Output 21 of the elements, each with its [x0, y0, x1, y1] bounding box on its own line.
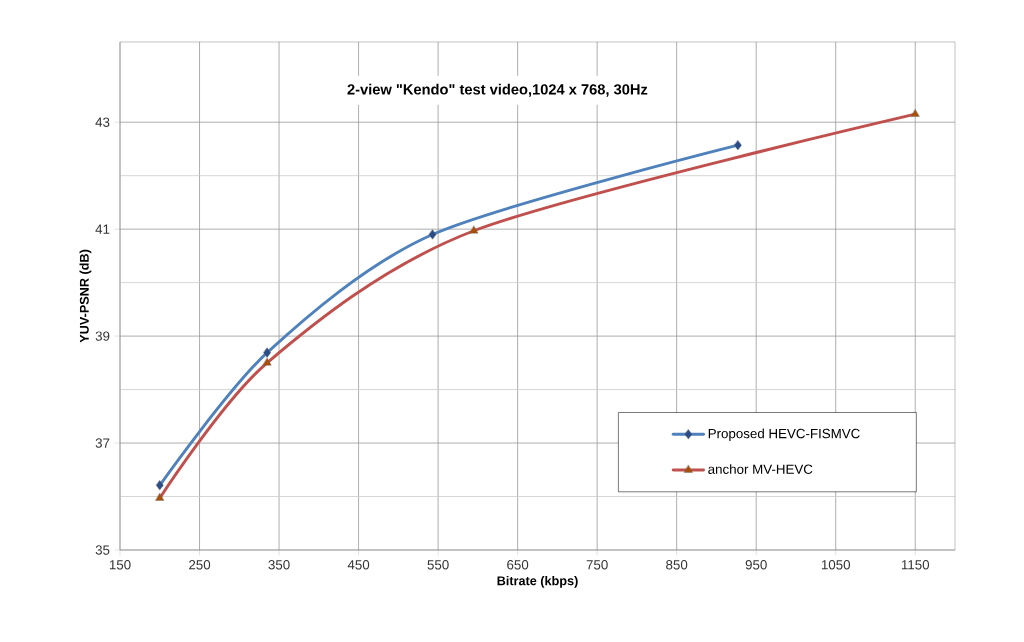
x-tick-label: 750	[586, 560, 608, 570]
x-tick-label: 650	[507, 560, 529, 570]
x-tick-label: 550	[427, 560, 449, 570]
y-tick-label: 43	[95, 117, 110, 127]
y-tick-label: 39	[95, 331, 110, 341]
y-axis-title: YUV-PSNR (dB)	[79, 249, 92, 343]
x-tick-label: 450	[347, 560, 370, 570]
x-tick-label: 850	[666, 560, 688, 570]
x-tick-label: 950	[745, 560, 767, 570]
x-tick-label: 1150	[901, 560, 930, 570]
x-tick-label: 250	[189, 560, 211, 570]
y-tick-label: 37	[95, 438, 110, 448]
y-tick-label: 35	[95, 545, 110, 555]
text: 2-view "Kendo" test video,1024 x 768, 30Hz	[347, 83, 648, 97]
x-tick-label: 350	[268, 560, 290, 570]
legend-label: Proposed HEVC-FISMVC	[708, 428, 860, 441]
x-tick-label: 1050	[821, 560, 851, 570]
legend-label: anchor MV-HEVC	[708, 464, 813, 474]
x-axis-title: Bitrate (kbps)	[497, 575, 578, 588]
x-tick-label: 150	[109, 560, 131, 570]
y-tick-label: 41	[95, 224, 110, 234]
